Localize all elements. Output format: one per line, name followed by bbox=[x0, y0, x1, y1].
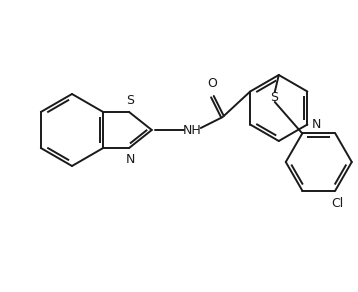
Text: O: O bbox=[207, 77, 217, 90]
Text: NH: NH bbox=[183, 124, 201, 136]
Text: N: N bbox=[311, 118, 321, 131]
Text: S: S bbox=[270, 91, 278, 103]
Text: S: S bbox=[126, 94, 134, 107]
Text: N: N bbox=[125, 153, 135, 166]
Text: Cl: Cl bbox=[331, 197, 343, 210]
